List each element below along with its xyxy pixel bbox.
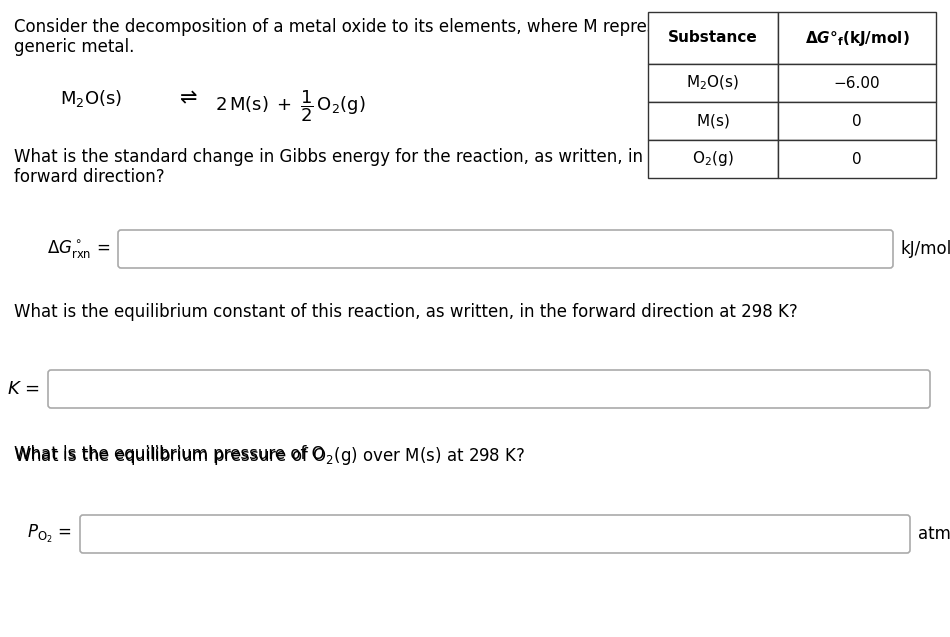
Text: Consider the decomposition of a metal oxide to its elements, where M represents : Consider the decomposition of a metal ox… xyxy=(14,18,707,36)
Text: $\mathbf{\Delta}$$\bfit{G}$$\mathbf{°_f}$$\mathbf{(kJ/mol)}$: $\mathbf{\Delta}$$\bfit{G}$$\mathbf{°_f}… xyxy=(805,29,909,48)
Text: $\mathrm{M_2O(s)}$: $\mathrm{M_2O(s)}$ xyxy=(687,74,739,92)
Text: 0: 0 xyxy=(852,113,862,129)
Bar xyxy=(648,140,778,178)
Text: $\mathrm{2\,M(s)\;+\;\dfrac{1}{2}\,O_2(g)}$: $\mathrm{2\,M(s)\;+\;\dfrac{1}{2}\,O_2(g… xyxy=(215,88,366,124)
Text: What is the equilibrium pressure of O: What is the equilibrium pressure of O xyxy=(14,445,325,463)
Text: Substance: Substance xyxy=(668,31,758,45)
FancyBboxPatch shape xyxy=(118,230,893,268)
Text: $P_{\mathrm{O_2}}$ =: $P_{\mathrm{O_2}}$ = xyxy=(28,523,72,545)
Text: $\mathrm{O_2(g)}$: $\mathrm{O_2(g)}$ xyxy=(693,150,733,169)
Bar xyxy=(778,12,936,64)
FancyBboxPatch shape xyxy=(48,370,930,408)
Bar xyxy=(778,140,936,178)
Text: −6.00: −6.00 xyxy=(834,76,881,90)
Text: $K$ =: $K$ = xyxy=(8,380,40,398)
Bar xyxy=(778,64,936,102)
Bar xyxy=(778,102,936,140)
Text: forward direction?: forward direction? xyxy=(14,168,164,186)
Bar xyxy=(648,64,778,102)
Text: generic metal.: generic metal. xyxy=(14,38,134,56)
Bar xyxy=(648,12,778,64)
Text: What is the equilibrium constant of this reaction, as written, in the forward di: What is the equilibrium constant of this… xyxy=(14,303,798,321)
FancyBboxPatch shape xyxy=(80,515,910,553)
Text: What is the equilibrium pressure of $\mathrm{O_2(g)}$ over M(s) at 298 K?: What is the equilibrium pressure of $\ma… xyxy=(14,445,525,467)
Text: $\mathrm{M(s)}$: $\mathrm{M(s)}$ xyxy=(696,112,730,130)
Text: 0: 0 xyxy=(852,152,862,166)
Text: $\Delta G^\circ_{\mathrm{rxn}}$ =: $\Delta G^\circ_{\mathrm{rxn}}$ = xyxy=(47,238,110,260)
Text: kJ/mol: kJ/mol xyxy=(901,240,950,258)
Bar xyxy=(648,102,778,140)
Text: What is the standard change in Gibbs energy for the reaction, as written, in the: What is the standard change in Gibbs ene… xyxy=(14,148,675,166)
Text: $\rightleftharpoons$: $\rightleftharpoons$ xyxy=(175,88,198,108)
Text: $\mathrm{M_2O(s)}$: $\mathrm{M_2O(s)}$ xyxy=(60,88,123,109)
Text: atm: atm xyxy=(918,525,950,543)
